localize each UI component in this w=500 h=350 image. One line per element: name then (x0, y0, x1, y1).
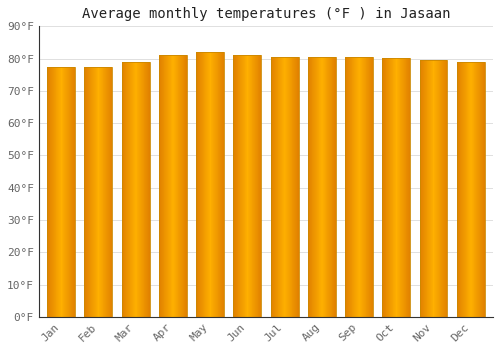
Bar (122, 62, 150, 317)
Bar (47, 66, 75, 317)
Bar (234, 55, 262, 317)
Bar (345, 57, 373, 317)
Bar (159, 55, 187, 317)
Bar (84, 66, 112, 317)
Bar (270, 57, 298, 317)
Bar (382, 58, 410, 317)
Bar (308, 57, 336, 317)
Title: Average monthly temperatures (°F ) in Jasaan: Average monthly temperatures (°F ) in Ja… (82, 7, 450, 21)
Bar (457, 62, 484, 317)
Bar (420, 60, 448, 317)
Bar (196, 52, 224, 317)
